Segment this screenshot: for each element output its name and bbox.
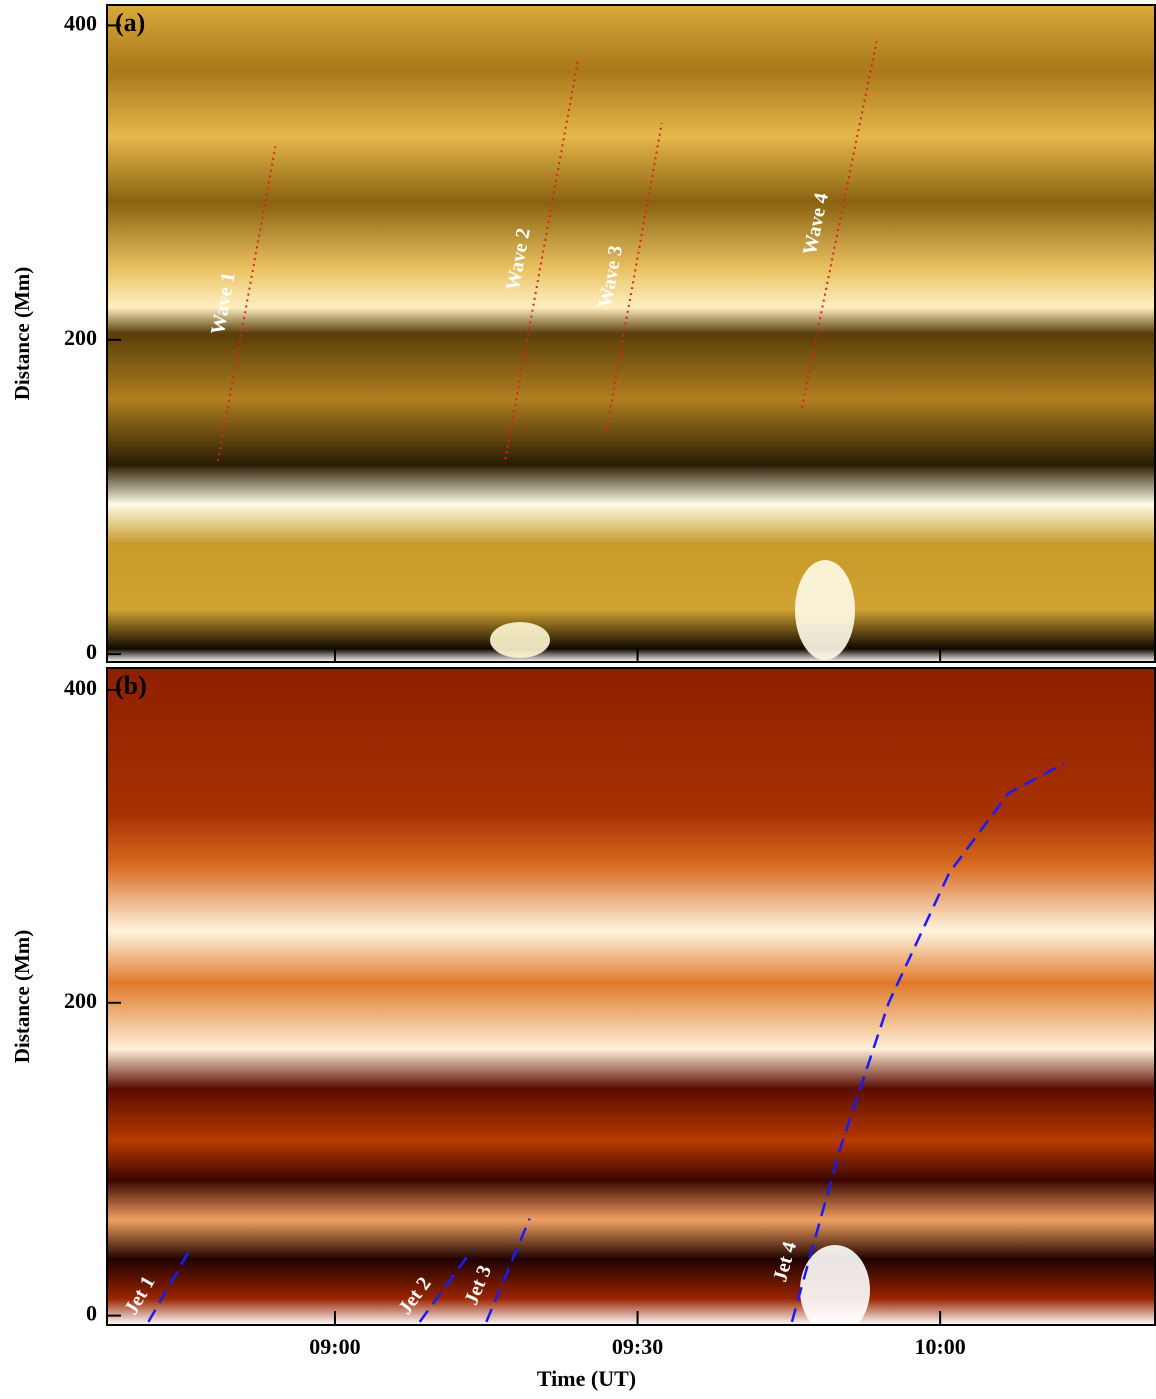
y-axis-label: Distance (Mm) [10,267,34,401]
fit-line [790,762,1065,1323]
image-a [107,5,1156,662]
fit-line [605,122,663,432]
fit-line [418,1249,474,1323]
panel-label: (a) [115,8,145,37]
bright-feature [800,1245,870,1335]
panel-label: (b) [115,671,147,700]
plot-frame [106,4,1156,663]
fit-line [504,59,579,460]
y-tick-label: 400 [64,10,97,35]
bright-feature [795,560,855,660]
y-tick-label: 200 [64,325,97,350]
x-tick-label: 09:30 [612,1334,663,1359]
plot-frame [106,667,1156,1326]
bright-feature [490,622,550,658]
y-tick-label: 0 [86,1301,97,1326]
x-axis-label: Time (UT) [537,1366,636,1391]
y-tick-label: 0 [86,639,97,664]
image-b [107,668,1156,1325]
y-tick-label: 200 [64,988,97,1013]
fit-line [485,1218,531,1323]
x-tick-label: 09:00 [309,1334,360,1359]
x-tick-label: 10:00 [914,1334,965,1359]
y-tick-label: 400 [64,675,97,700]
fit-line [801,41,878,408]
y-axis-label: Distance (Mm) [10,930,34,1064]
fit-line [147,1247,192,1323]
